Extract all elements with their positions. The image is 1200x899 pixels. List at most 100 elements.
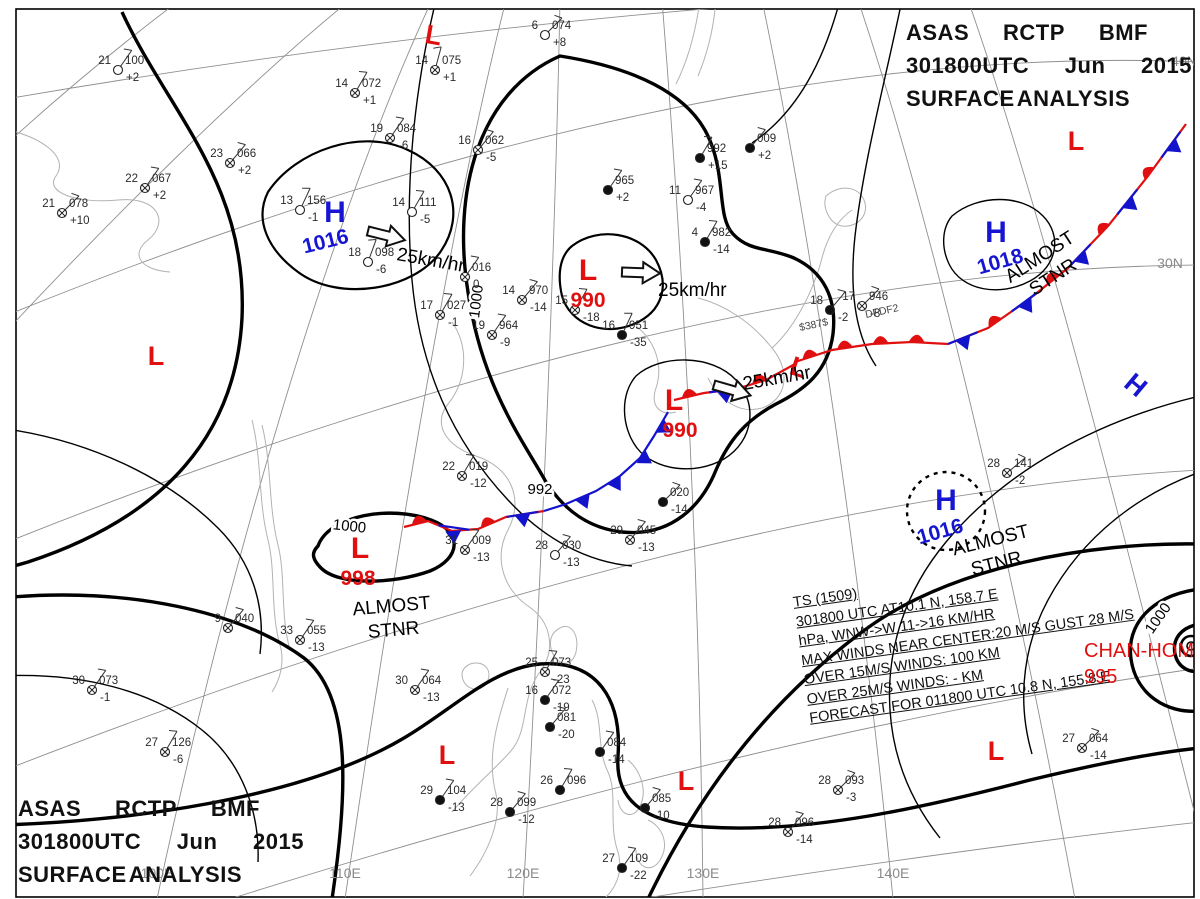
- front-stationary: [947, 123, 1187, 351]
- wind-barb-feather: [415, 190, 425, 192]
- station-tendency: -5: [486, 152, 496, 164]
- station-tendency: -5: [420, 214, 430, 226]
- station-pressure: 055: [307, 625, 326, 637]
- station-plot: 29 045 -13: [610, 519, 656, 554]
- station-pressure: 027: [447, 300, 466, 312]
- graticule-line: [970, 9, 1194, 813]
- isobar-thick: [16, 662, 1194, 830]
- station-circle: [1078, 744, 1086, 752]
- wind-barb-feather: [613, 168, 622, 171]
- station-circle: [554, 784, 566, 796]
- station-plot: 28 141 -2: [987, 453, 1033, 487]
- wind-barb-feather: [578, 288, 588, 290]
- station-plot: 18 -2: [810, 289, 848, 324]
- station-plot: 9 040: [215, 607, 254, 634]
- front-line-cold-segment: [1011, 291, 1039, 313]
- wind-barb-feather: [235, 607, 244, 611]
- station-circle: [571, 306, 579, 314]
- title-word: BMF: [1098, 20, 1148, 45]
- wind-barb-feather: [305, 618, 314, 621]
- station-plot: 21 100 +2: [98, 48, 144, 84]
- station-pressure: 965: [615, 175, 634, 187]
- station-pressure: 096: [567, 775, 586, 787]
- title-word: ANALYSIS: [1016, 86, 1130, 111]
- low-pressure-letter: L: [988, 736, 1005, 766]
- station-pressure: 964: [499, 320, 519, 332]
- station-tendency: -22: [630, 870, 647, 882]
- station-temperature: 30: [72, 675, 85, 687]
- front-warm: [794, 334, 949, 364]
- graticule-line: [763, 9, 894, 897]
- coastline: [16, 131, 171, 273]
- isobar-thin: [408, 9, 633, 567]
- station-pressure: 016: [472, 262, 491, 274]
- station-pressure: 074: [552, 20, 572, 32]
- wind-barb-feather: [395, 116, 404, 119]
- movement-speed-label: 25km/hr: [741, 362, 813, 395]
- station-pressure: 093: [845, 775, 864, 787]
- station-tendency: -13: [308, 642, 325, 654]
- station-temperature: 29: [420, 785, 433, 797]
- station-plot: 085-10: [639, 787, 671, 822]
- isobar-thin: [16, 429, 263, 655]
- pressure-value: 990: [570, 289, 605, 312]
- movement-arrow-icon: [365, 223, 407, 248]
- typhoon-center-icon: [1186, 641, 1194, 651]
- warm-front-marker: [837, 340, 853, 350]
- warm-front-marker: [752, 374, 768, 385]
- station-plot: 15 -18: [555, 288, 600, 324]
- station-temperature: 26: [540, 775, 553, 787]
- station-pressure: 946: [869, 291, 888, 303]
- coastline: [635, 325, 677, 414]
- station-circle: [699, 236, 711, 248]
- station-circle: [58, 209, 66, 217]
- station-tendency: -13: [448, 802, 465, 814]
- title-word: Jun: [1064, 53, 1106, 78]
- cold-front-marker: [1122, 195, 1138, 211]
- station-tendency: -14: [1090, 750, 1107, 762]
- station-tendency: -9: [500, 337, 510, 349]
- station-tendency: +1: [443, 72, 456, 84]
- station-plot: 22 067 +2: [125, 166, 171, 202]
- station-circle: [461, 546, 469, 554]
- station-circle: [461, 273, 469, 281]
- station-circle: [141, 184, 149, 192]
- station-tendency: -14: [796, 834, 813, 846]
- station-temperature: 28: [490, 797, 503, 809]
- station-circle: [112, 64, 124, 76]
- warm-front-marker: [411, 515, 428, 526]
- grid-coordinate-label: 130E: [687, 865, 720, 881]
- station-circle: [431, 66, 439, 74]
- wind-barb-feather: [693, 178, 702, 181]
- station-circle: [824, 304, 836, 316]
- grid-coordinate-label: 30N: [1157, 255, 1183, 271]
- station-temperature: 21: [42, 198, 55, 210]
- isobar-thin: [16, 674, 259, 863]
- isobar-medium: [261, 140, 455, 291]
- station-circle: [406, 206, 418, 218]
- station-tendency: -13: [423, 692, 440, 704]
- station-circle: [224, 624, 232, 632]
- station-circle: [386, 134, 394, 142]
- station-plot: 28 099 -12: [490, 791, 536, 826]
- station-temperature: 16: [525, 685, 538, 697]
- station-circle: [294, 204, 306, 216]
- station-circle: [616, 862, 628, 874]
- station-tendency: +2: [126, 72, 139, 84]
- station-tendency: -14: [608, 754, 625, 766]
- title-word: RCTP: [1003, 20, 1065, 45]
- wind-barb-feather: [562, 534, 571, 538]
- wind-barb-feather: [97, 668, 106, 671]
- wind-barb-feather: [485, 129, 494, 133]
- title-line-3: SURFACE ANALYSIS: [18, 858, 242, 891]
- station-temperature: 25: [525, 657, 538, 669]
- station-temperature: 27: [1062, 733, 1075, 745]
- wind-barb-feather: [847, 769, 856, 774]
- station-circle: [694, 152, 706, 164]
- movement-speed-label: 25km/hr: [658, 280, 727, 301]
- wind-barb-feather: [757, 127, 766, 131]
